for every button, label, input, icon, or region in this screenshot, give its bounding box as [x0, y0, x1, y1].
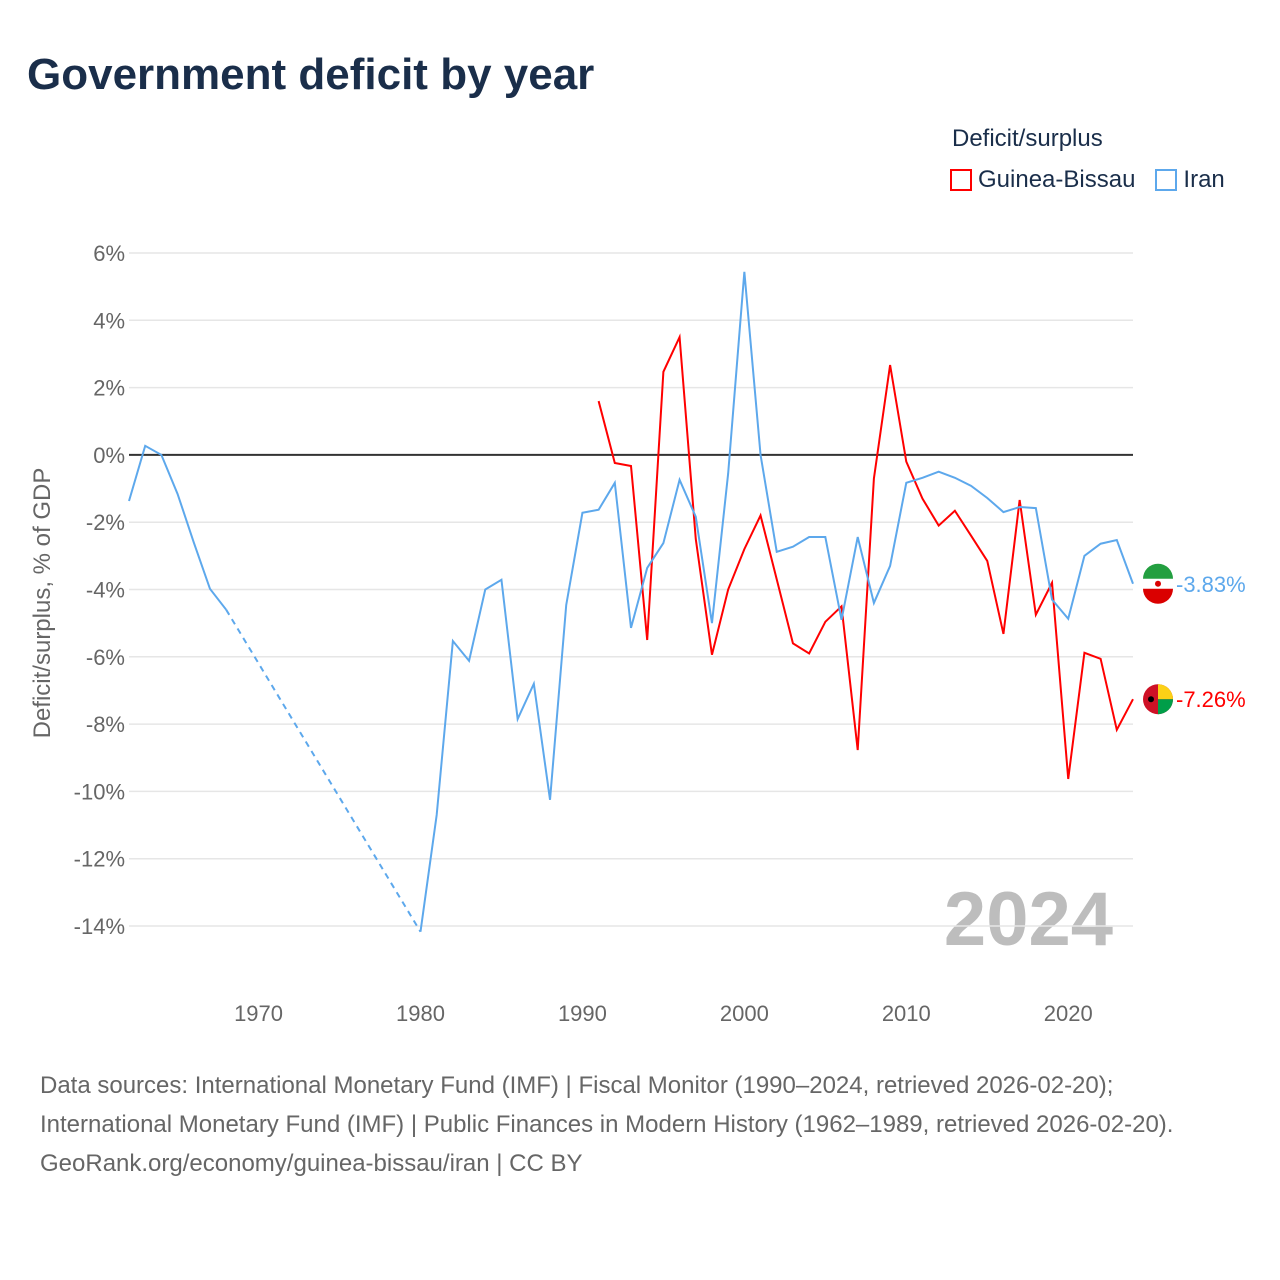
footer: Data sources: International Monetary Fun… [40, 1066, 1240, 1183]
x-tick-label: 1990 [558, 1001, 607, 1026]
flag-star [1148, 696, 1154, 703]
y-tick-label: -6% [86, 645, 125, 670]
guinea-bissau-flag-icon [1143, 684, 1173, 715]
flag-emblem [1155, 580, 1161, 587]
x-tick-label: 2000 [720, 1001, 769, 1026]
series-gap-iran [225, 609, 422, 933]
y-axis-label: Deficit/surplus, % of GDP [29, 468, 56, 739]
end-label-iran: -3.83% [1176, 572, 1246, 597]
page-title: Government deficit by year [27, 50, 595, 99]
y-tick-label: -12% [74, 847, 125, 872]
legend-swatch-guinea-bissau [950, 169, 972, 191]
legend-swatch-iran [1155, 169, 1178, 191]
y-tick-label: 2% [93, 376, 125, 401]
y-tick-label: -10% [74, 779, 125, 804]
y-tick-label: -4% [86, 578, 125, 603]
flag-red [1143, 588, 1173, 604]
data-sources: Data sources: International Monetary Fun… [40, 1072, 1174, 1138]
y-tick-label: -2% [86, 510, 125, 535]
line-chart: 2024 Deficit/surplus, % of GDP 6% 4% 2% 0% -… [29, 241, 1246, 1026]
series-line-iran [419, 271, 1134, 932]
y-tick-label: 4% [93, 308, 125, 333]
y-tick-label: 6% [93, 241, 125, 266]
iran-flag-icon [1143, 563, 1173, 604]
legend-label: Iran [1183, 166, 1225, 193]
series-line-iran [128, 444, 227, 611]
y-tick-label: 0% [93, 443, 125, 468]
legend: Guinea-Bissau Iran [950, 166, 1225, 194]
x-tick-label: 1980 [396, 1001, 445, 1026]
year-label: 2024 [944, 877, 1113, 962]
x-tick-label: 2020 [1044, 1001, 1093, 1026]
legend-label: Guinea-Bissau [978, 166, 1136, 193]
legend-title: Deficit/surplus [952, 125, 1103, 152]
flag-green [1143, 563, 1173, 579]
end-label-guinea-bissau: -7.26% [1176, 687, 1246, 712]
x-tick-label: 2010 [882, 1001, 931, 1026]
flag-yellow [1158, 684, 1173, 700]
legend-item-iran[interactable]: Iran [1155, 166, 1225, 194]
source-link[interactable]: GeoRank.org/economy/guinea-bissau/iran |… [40, 1150, 583, 1177]
legend-item-guinea-bissau[interactable]: Guinea-Bissau [950, 166, 1135, 194]
y-tick-label: -8% [86, 712, 125, 737]
y-tick-label: -14% [74, 914, 125, 939]
x-tick-label: 1970 [234, 1001, 283, 1026]
series-line-guinea-bissau [597, 333, 1134, 780]
flag-green [1158, 699, 1173, 715]
